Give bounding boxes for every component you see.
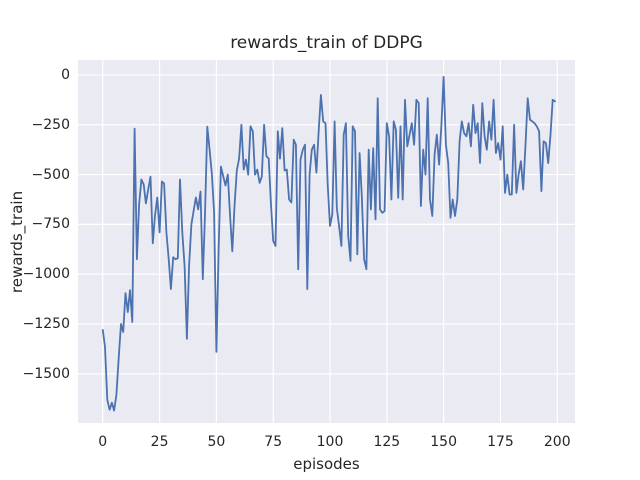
x-tick-label: 75 [264,434,283,450]
chart-title: rewards_train of DDPG [230,33,423,53]
y-tick-label: −1500 [22,365,70,382]
y-tick-label: −750 [31,216,70,233]
series-line-rewards_train [101,76,556,412]
x-tick-label: 25 [150,434,169,450]
x-tick-label: 100 [316,434,344,450]
y-tick-label: −500 [31,166,70,183]
x-tick-label: 0 [98,434,108,450]
x-tick-label: 200 [543,434,571,450]
y-tick-label: −250 [31,116,70,133]
x-axis-label: episodes [293,455,360,473]
x-tick-label: 150 [430,434,457,450]
y-tick-label: −1000 [22,266,70,283]
x-tick-label: 50 [207,434,226,450]
y-tick-label: −1250 [22,315,70,332]
x-tick-label: 175 [487,434,514,450]
y-tick-label: 0 [61,66,70,83]
x-tick-label: 125 [373,434,401,450]
